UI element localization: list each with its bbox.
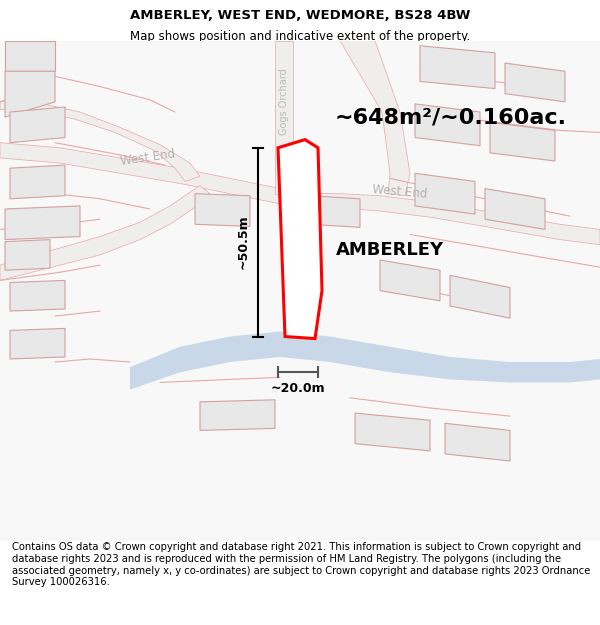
Polygon shape xyxy=(450,276,510,318)
Polygon shape xyxy=(278,139,322,339)
Polygon shape xyxy=(275,41,293,194)
Polygon shape xyxy=(310,196,360,228)
Text: Contains OS data © Crown copyright and database right 2021. This information is : Contains OS data © Crown copyright and d… xyxy=(12,542,590,587)
Polygon shape xyxy=(415,173,475,214)
Text: West End: West End xyxy=(120,148,176,168)
Polygon shape xyxy=(490,122,555,161)
Polygon shape xyxy=(415,104,480,146)
Text: AMBERLEY: AMBERLEY xyxy=(336,241,444,259)
Polygon shape xyxy=(485,189,545,229)
Polygon shape xyxy=(0,99,200,181)
Text: AMBERLEY, WEST END, WEDMORE, BS28 4BW: AMBERLEY, WEST END, WEDMORE, BS28 4BW xyxy=(130,9,470,22)
Text: ~648m²/~0.160ac.: ~648m²/~0.160ac. xyxy=(335,107,567,127)
Polygon shape xyxy=(10,165,65,199)
Text: ~20.0m: ~20.0m xyxy=(271,382,325,396)
Polygon shape xyxy=(10,281,65,311)
Polygon shape xyxy=(10,107,65,142)
Polygon shape xyxy=(130,331,600,389)
Polygon shape xyxy=(5,41,55,71)
Text: Map shows position and indicative extent of the property.: Map shows position and indicative extent… xyxy=(130,31,470,44)
Polygon shape xyxy=(355,413,430,451)
Polygon shape xyxy=(340,41,410,196)
Polygon shape xyxy=(5,206,80,239)
Polygon shape xyxy=(505,63,565,102)
Polygon shape xyxy=(5,239,50,270)
Polygon shape xyxy=(420,46,495,89)
Polygon shape xyxy=(0,41,600,541)
Polygon shape xyxy=(10,328,65,359)
Polygon shape xyxy=(200,400,275,431)
Text: West End: West End xyxy=(372,182,428,201)
Text: ~50.5m: ~50.5m xyxy=(237,215,250,269)
Polygon shape xyxy=(445,423,510,461)
Polygon shape xyxy=(0,142,600,245)
Polygon shape xyxy=(380,260,440,301)
Text: Gogs Orchard: Gogs Orchard xyxy=(279,69,289,135)
Polygon shape xyxy=(0,186,210,281)
Polygon shape xyxy=(195,194,250,226)
Polygon shape xyxy=(5,71,55,117)
